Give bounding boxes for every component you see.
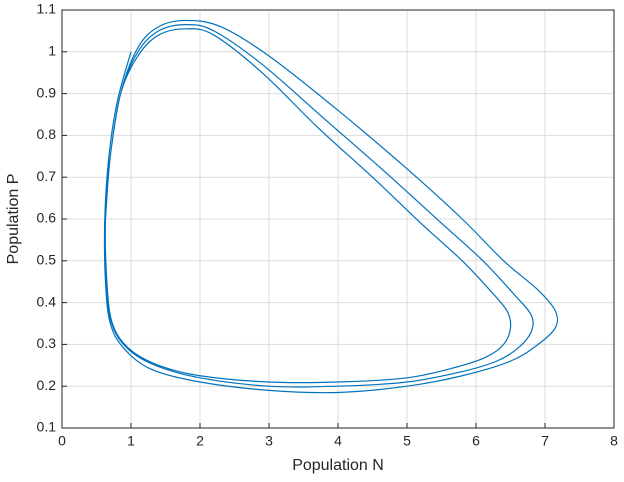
- x-tick-label: 6: [472, 433, 480, 449]
- trajectory-line: [103, 19, 559, 394]
- y-tick-label: 0.2: [37, 377, 57, 393]
- y-axis-label: Population P: [5, 174, 22, 265]
- x-tick-label: 3: [265, 433, 273, 449]
- y-tick-label: 0.9: [37, 84, 57, 100]
- x-tick-label: 1: [127, 433, 135, 449]
- y-tick-label: 0.3: [37, 335, 57, 351]
- x-tick-label: 8: [610, 433, 618, 449]
- x-tick-label: 5: [403, 433, 411, 449]
- y-tick-label: 0.1: [37, 419, 57, 435]
- y-tick-label: 1.1: [37, 1, 57, 17]
- y-tick-label: 0.5: [37, 252, 57, 268]
- x-tick-label: 0: [58, 433, 66, 449]
- x-tick-label: 2: [196, 433, 204, 449]
- y-tick-label: 0.8: [37, 126, 57, 142]
- y-tick-label: 0.6: [37, 210, 57, 226]
- x-tick-label: 4: [334, 433, 342, 449]
- x-axis-label: Population N: [292, 457, 384, 474]
- y-tick-label: 0.7: [37, 168, 57, 184]
- y-tick-label: 1: [48, 43, 56, 59]
- y-tick-label: 0.4: [37, 293, 57, 309]
- x-tick-label: 7: [541, 433, 549, 449]
- plot-frame: [61, 9, 615, 429]
